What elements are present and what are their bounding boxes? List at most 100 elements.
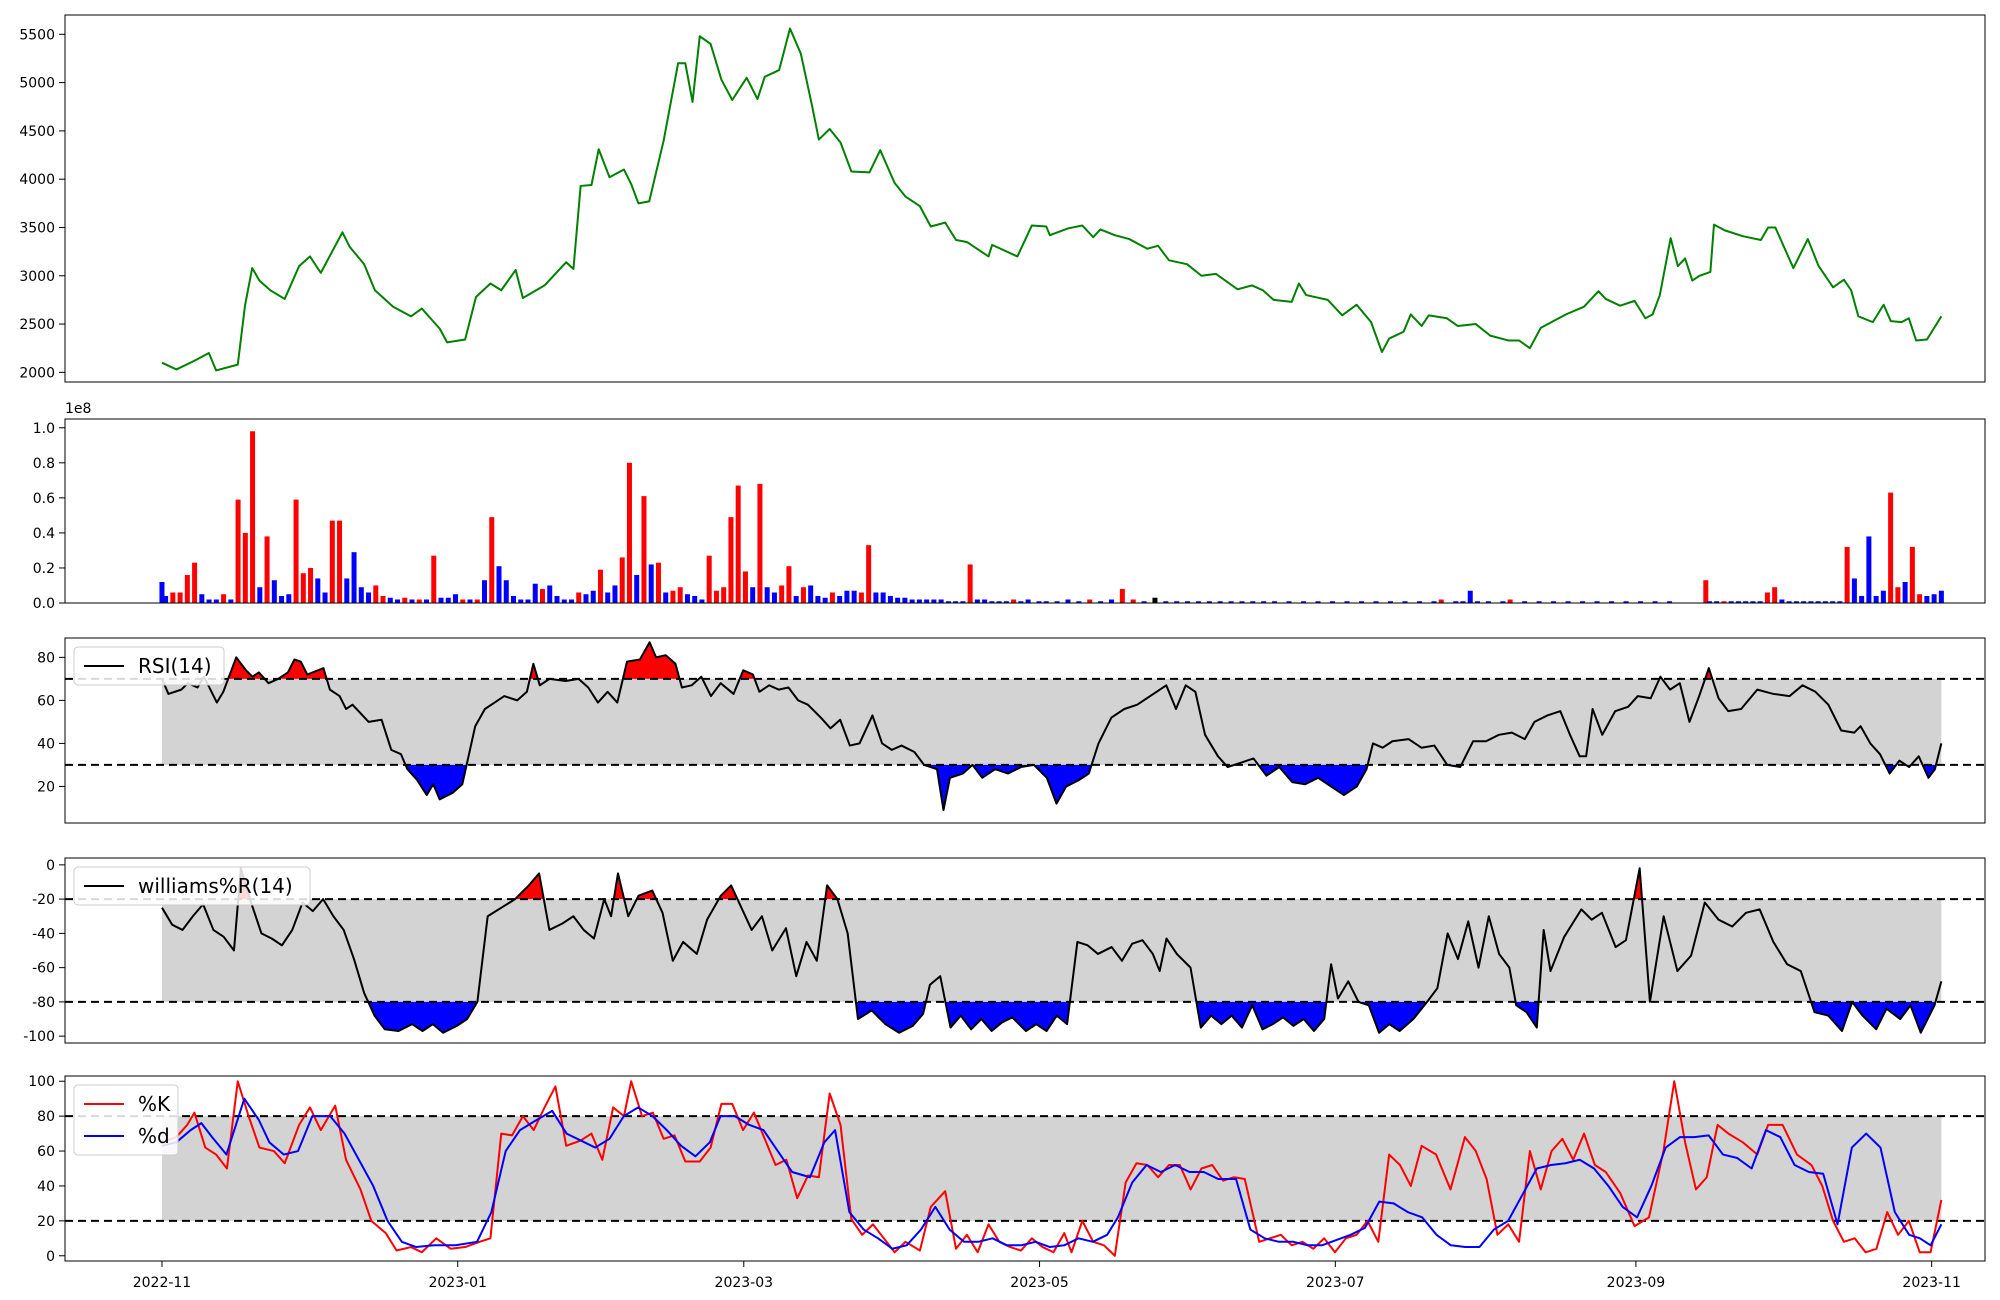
volume-bar (1054, 601, 1060, 603)
volume-bar (510, 595, 516, 603)
volume-bar (982, 599, 988, 603)
volume-bar (1764, 592, 1770, 603)
williams-oversold-fill (368, 1001, 478, 1033)
volume-bar (1667, 601, 1673, 603)
volume-bar (1735, 601, 1741, 603)
volume-bar (1474, 601, 1480, 603)
rsi-ytick-label: 20 (37, 779, 55, 795)
volume-bar (1272, 601, 1278, 603)
volume-bar (692, 595, 698, 603)
volume-bar (612, 585, 618, 603)
williams-legend: williams%R(14) (73, 866, 311, 906)
stochastic-ytick-label: 40 (37, 1179, 55, 1195)
x-axis: 2022-11 2023-01 2023-03 2023-05 2023-07 2023-… (133, 1261, 1961, 1291)
volume-ytick-label: 1.0 (33, 421, 55, 437)
volume-bar (300, 573, 306, 603)
volume-bar (308, 567, 314, 603)
volume-bar (1652, 601, 1658, 603)
volume-bar (1565, 601, 1571, 603)
volume-bar (1880, 590, 1886, 603)
volume-bar (684, 594, 690, 603)
williams-oversold-fill (855, 1001, 926, 1033)
volume-bar (177, 592, 183, 603)
stochastic-ytick-label: 20 (37, 1214, 55, 1230)
x-tick-label: 2023-07 (1306, 1275, 1365, 1291)
volume-bar (1011, 599, 1017, 603)
volume-bar (873, 592, 879, 603)
rsi-overbought-fill (228, 657, 265, 679)
volume-bar (1721, 601, 1727, 603)
volume-bar (1431, 601, 1437, 603)
volume-bar (373, 585, 379, 603)
volume-bar (895, 597, 901, 603)
stochastic-frame (64, 1075, 1986, 1262)
williams-oversold-fill (1358, 1001, 1428, 1033)
williams-overbought-fill (636, 890, 657, 900)
volume-bar (1438, 599, 1444, 603)
volume-bar (880, 592, 886, 603)
volume-bar (1786, 601, 1792, 603)
volume-bar (366, 592, 372, 603)
stochastic-k-line (161, 1080, 1943, 1257)
volume-bar (264, 536, 270, 603)
stochastic-ytick-label: 80 (37, 1109, 55, 1125)
volume-bar (887, 595, 893, 603)
volume-bar (931, 599, 937, 603)
volume-bar (1373, 601, 1379, 603)
stochastic-marks (65, 1080, 1985, 1257)
williams-legend-box (73, 866, 311, 906)
volume-bar (424, 599, 430, 603)
volume-bar (1417, 601, 1423, 603)
volume-bar (1924, 595, 1930, 603)
volume-bar (554, 595, 560, 603)
volume-bar (453, 594, 459, 603)
volume-bar (257, 587, 263, 603)
panel-williams: 0 -20 -40 -60 -80 -100 williams%R(14) (23, 857, 1986, 1045)
volume-bar (837, 595, 843, 603)
volume-bar (221, 594, 227, 603)
rsi-frame (64, 637, 1986, 824)
rsi-ytick-label: 40 (37, 736, 55, 752)
volume-bar (1757, 601, 1763, 603)
price-ytick-label: 2000 (19, 365, 55, 381)
volume-bar (786, 566, 792, 603)
volume-bar (1025, 599, 1031, 603)
volume-bar (1638, 601, 1644, 603)
volume-bar (445, 597, 451, 603)
volume-bar (1163, 601, 1169, 603)
x-tick-label: 2023-09 (1607, 1275, 1666, 1291)
panel-rsi: 20 40 60 80 RSI(14) (37, 637, 1986, 824)
volume-bar (416, 599, 422, 603)
volume-bar (1228, 601, 1234, 603)
x-tick-label: 2023-05 (1010, 1275, 1069, 1291)
volume-bar (626, 462, 632, 603)
volume-bar (1250, 601, 1256, 603)
volume-bar (1239, 601, 1245, 603)
volume-bar (1206, 601, 1212, 603)
volume-bar (960, 601, 966, 603)
volume-bar (358, 587, 364, 603)
volume-bar (735, 485, 741, 603)
stochastic-legend-label-k: %K (138, 1092, 171, 1116)
volume-bar (583, 594, 589, 603)
stochastic-y-axis: 0 20 40 60 80 100 (28, 1074, 65, 1265)
volume-bar (525, 599, 531, 603)
volume-bar (916, 599, 922, 603)
volume-y-axis: 0.0 0.2 0.4 0.6 0.8 1.0 (33, 421, 65, 612)
williams-ytick-label: 0 (46, 858, 55, 874)
volume-bar (757, 483, 763, 603)
volume-bar (518, 599, 524, 603)
volume-ytick-label: 0.8 (33, 456, 55, 472)
volume-bar (1018, 601, 1024, 603)
volume-bar (844, 590, 850, 603)
volume-bar (655, 562, 661, 603)
volume-bar (670, 590, 676, 603)
volume-bar (699, 599, 705, 603)
volume-ytick-label: 0.4 (33, 526, 55, 542)
volume-bar (779, 585, 785, 603)
williams-frame (64, 857, 1986, 1044)
volume-bar (503, 580, 509, 603)
volume-bar (409, 599, 415, 603)
volume-bar (576, 592, 582, 603)
volume-bar (764, 587, 770, 603)
